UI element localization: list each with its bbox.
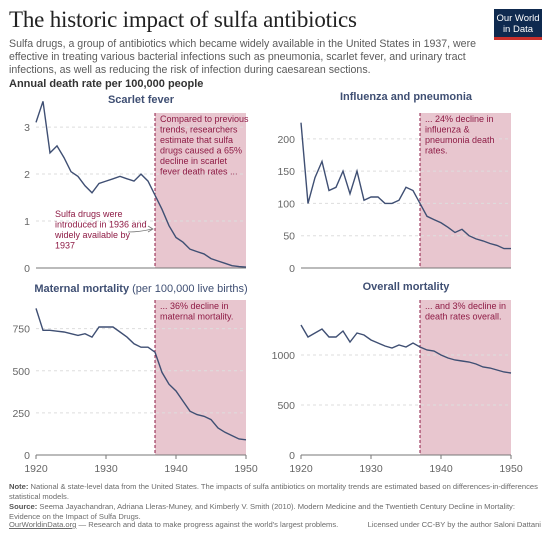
y-tick-label: 150 bbox=[277, 166, 295, 178]
x-tick-label: 1920 bbox=[24, 463, 48, 475]
x-tick-label: 1930 bbox=[359, 463, 383, 475]
annotation-text: estimate that sulfa bbox=[160, 135, 233, 145]
y-tick-label: 750 bbox=[12, 324, 30, 336]
subtitle: Sulfa drugs, a group of antibiotics whic… bbox=[9, 38, 476, 76]
y-tick-label: 3 bbox=[24, 122, 30, 134]
shaded-region bbox=[155, 300, 246, 455]
y-tick-label: 0 bbox=[289, 263, 295, 275]
shaded-region bbox=[155, 113, 246, 268]
panel-title: Overall mortality bbox=[363, 281, 451, 293]
y-tick-label: 50 bbox=[283, 231, 295, 243]
annotation-text: pneumonia death bbox=[425, 135, 495, 145]
license[interactable]: Licensed under CC-BY by the author Salon… bbox=[367, 520, 541, 529]
panel-title: Influenza and pneumonia bbox=[340, 91, 473, 103]
x-tick-label: 1930 bbox=[94, 463, 118, 475]
side-note-text: 1937 bbox=[55, 241, 75, 251]
y-tick-label: 500 bbox=[277, 400, 295, 412]
y-tick-label: 500 bbox=[12, 366, 30, 378]
y-tick-label: 1000 bbox=[272, 350, 296, 362]
shaded-region bbox=[420, 300, 511, 455]
y-tick-label: 250 bbox=[12, 408, 30, 420]
source-label: Source: bbox=[9, 502, 38, 511]
annotation-text: trends, researchers bbox=[160, 125, 238, 135]
owid-logo[interactable]: Our World in Data bbox=[494, 9, 542, 40]
side-note-arrowhead bbox=[147, 225, 154, 233]
measure-label: Annual death rate per 100,000 people bbox=[9, 78, 204, 90]
logo-line-1: Our World bbox=[496, 13, 540, 24]
x-tick-label: 1940 bbox=[164, 463, 188, 475]
note-label: Note: bbox=[9, 482, 29, 491]
charts-svg: 0 1 2 3 Scarlet fever Compared to previoustre… bbox=[12, 91, 523, 475]
series-line bbox=[35, 101, 247, 268]
annotation-text: decline in scarlet bbox=[160, 156, 228, 166]
source: Source: Seema Jayachandran, Adriana Ller… bbox=[9, 502, 541, 522]
page-title: The historic impact of sulfa antibiotics bbox=[9, 7, 357, 32]
side-note-text: widely available by bbox=[54, 230, 131, 240]
y-tick-label: 1 bbox=[24, 216, 30, 228]
side-note-text: Sulfa drugs were bbox=[55, 209, 123, 219]
y-tick-label: 100 bbox=[277, 198, 295, 210]
side-note-text: introduced in 1936 and bbox=[55, 220, 147, 230]
footer: Note: National & state-level data from t… bbox=[9, 482, 541, 522]
annotation-text: ... 24% decline in bbox=[425, 114, 494, 124]
x-tick-label: 1950 bbox=[499, 463, 523, 475]
annotation-text: Compared to previous bbox=[160, 114, 249, 124]
source-text: Seema Jayachandran, Adriana Lleras-Muney… bbox=[9, 502, 515, 521]
x-tick-label: 1940 bbox=[429, 463, 453, 475]
tagline: — Research and data to make progress aga… bbox=[78, 520, 339, 529]
note: Note: National & state-level data from t… bbox=[9, 482, 541, 502]
y-tick-label: 0 bbox=[24, 263, 30, 275]
annotation-text: death rates overall. bbox=[425, 312, 502, 322]
note-text: National & state-level data from the Uni… bbox=[9, 482, 538, 501]
x-tick-label: 1920 bbox=[289, 463, 313, 475]
logo-line-2: in Data bbox=[502, 24, 534, 35]
annotation-text: rates. bbox=[425, 146, 448, 156]
site-link[interactable]: OurWorldinData.org bbox=[9, 520, 77, 529]
side-note-arrow bbox=[127, 228, 153, 233]
panel-title: Scarlet fever bbox=[108, 94, 175, 106]
series-line bbox=[300, 122, 511, 250]
annotation-text: maternal mortality. bbox=[160, 312, 233, 322]
y-tick-label: 0 bbox=[24, 450, 30, 462]
panel-title: Maternal mortality (per 100,000 live bir… bbox=[34, 283, 247, 295]
annotation-text: drugs caused a 65% bbox=[160, 146, 242, 156]
annotation-text: fever death rates ... bbox=[160, 167, 238, 177]
panel-title-suffix: (per 100,000 live births) bbox=[129, 283, 248, 295]
annotation-text: ... 36% decline in bbox=[160, 301, 229, 311]
series-line bbox=[35, 308, 247, 441]
footer-bottom: OurWorldinData.org — Research and data t… bbox=[9, 520, 541, 529]
annotation-text: ... and 3% decline in bbox=[425, 301, 506, 311]
y-tick-label: 200 bbox=[277, 134, 295, 146]
y-tick-label: 2 bbox=[24, 169, 30, 181]
x-tick-label: 1950 bbox=[234, 463, 258, 475]
series-line bbox=[300, 324, 512, 374]
annotation-text: influenza & bbox=[425, 125, 470, 135]
y-tick-label: 0 bbox=[289, 450, 295, 462]
